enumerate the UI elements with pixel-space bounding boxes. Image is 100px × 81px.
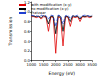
svg-text:Energy (eV): Energy (eV) (49, 71, 76, 76)
svg-text:3500: 3500 (87, 62, 97, 67)
svg-text:1.2: 1.2 (24, 0, 31, 5)
svg-text:Fratzaar: Fratzaar (31, 11, 46, 15)
svg-text:2000: 2000 (51, 62, 61, 67)
svg-text:0.8: 0.8 (24, 19, 31, 24)
svg-text:0.2: 0.2 (24, 48, 31, 53)
svg-text:3000: 3000 (75, 62, 85, 67)
svg-text:0.4: 0.4 (24, 39, 31, 44)
svg-text:1000: 1000 (27, 62, 37, 67)
svg-text:0.0: 0.0 (23, 58, 30, 64)
svg-text:Transmission: Transmission (8, 17, 13, 47)
svg-text:2500: 2500 (63, 62, 73, 67)
svg-text:with modification (x-y): with modification (x-y) (31, 3, 72, 7)
svg-text:1500: 1500 (39, 62, 49, 67)
svg-text:no modification (x-y): no modification (x-y) (31, 7, 69, 11)
svg-text:0.6: 0.6 (24, 29, 31, 34)
svg-text:1.0: 1.0 (23, 9, 30, 15)
